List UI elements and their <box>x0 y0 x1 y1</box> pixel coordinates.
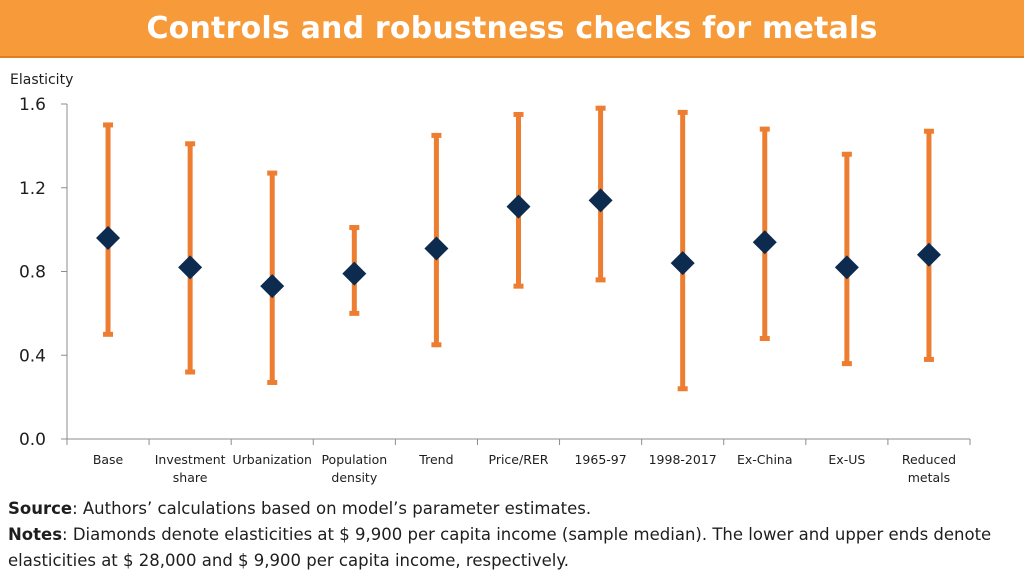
x-tick-label: Ex-US <box>828 452 865 467</box>
median-elasticity-diamond <box>178 255 203 280</box>
x-tick-label: Investment <box>155 452 226 467</box>
elasticity-chart: Elasticity 0.0 0.4 0.8 1.2 1.6 Base Investment s… <box>10 72 971 485</box>
y-tick-label: 1.6 <box>19 95 46 115</box>
x-tick-label: density <box>331 470 377 485</box>
source-text: : Authors’ calculations based on model’s… <box>72 499 592 518</box>
x-tick-label: Ex-China <box>737 452 793 467</box>
x-tick-label: Trend <box>418 452 453 467</box>
page-title: Controls and robustness checks for metal… <box>146 10 878 46</box>
y-tick-label: 0.4 <box>19 346 46 366</box>
median-elasticity-diamond <box>260 274 285 299</box>
x-tick-label: Population <box>321 452 387 467</box>
median-elasticity-diamond <box>506 194 531 219</box>
x-tick-label: Urbanization <box>233 452 312 467</box>
title-banner: Controls and robustness checks for metal… <box>0 0 1024 58</box>
median-elasticity-diamond <box>424 236 449 261</box>
median-elasticity-diamond <box>588 188 613 213</box>
notes-note: Notes: Diamonds denote elasticities at $… <box>8 522 1013 574</box>
x-tick-label: Reduced <box>902 452 956 467</box>
x-tick-label: share <box>173 470 208 485</box>
median-elasticity-diamond <box>916 242 941 267</box>
x-tick-label: metals <box>908 470 950 485</box>
y-tick-label: 1.2 <box>19 179 46 199</box>
x-tick-label: Price/RER <box>489 452 549 467</box>
source-label: Source <box>8 499 73 518</box>
source-note: Source: Authors’ calculations based on m… <box>8 496 1013 522</box>
notes-label: Notes <box>8 525 63 544</box>
footnotes: Source: Authors’ calculations based on m… <box>8 496 1013 574</box>
x-tick-label: Base <box>93 452 124 467</box>
x-tick-label: 1998-2017 <box>649 452 717 467</box>
median-elasticity-diamond <box>752 230 777 255</box>
y-tick-label: 0.8 <box>19 263 46 283</box>
median-elasticity-diamond <box>670 251 695 276</box>
y-axis-label: Elasticity <box>10 72 73 88</box>
median-elasticity-diamond <box>342 261 367 286</box>
median-elasticity-diamond <box>96 226 121 250</box>
median-elasticity-diamond <box>834 255 859 280</box>
y-tick-label: 0.0 <box>19 430 46 450</box>
notes-text: : Diamonds denote elasticities at $ 9,90… <box>8 525 992 570</box>
x-tick-label: 1965-97 <box>574 452 626 467</box>
